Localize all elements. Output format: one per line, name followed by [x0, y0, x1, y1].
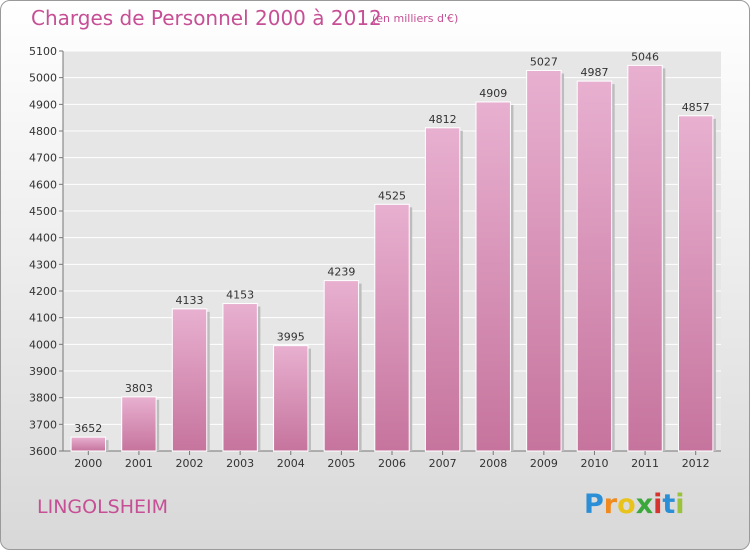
- bar: [424, 127, 461, 452]
- y-tick-label: 4200: [29, 285, 57, 298]
- logo-letter: o: [617, 489, 636, 520]
- x-tick-label: 2001: [125, 457, 153, 470]
- x-tick-label: 2002: [176, 457, 204, 470]
- bar: [576, 80, 613, 452]
- x-tick-label: 2007: [429, 457, 457, 470]
- data-label: 4812: [429, 113, 457, 126]
- bar: [273, 345, 309, 452]
- proxiti-logo: Proxiti: [584, 489, 685, 520]
- data-label: 4133: [176, 294, 204, 307]
- x-tick-label: 2006: [378, 457, 406, 470]
- data-label: 4153: [226, 289, 254, 302]
- y-tick-label: 5100: [29, 45, 57, 58]
- y-tick-label: 4700: [29, 152, 57, 165]
- logo-letter: r: [603, 489, 618, 520]
- data-label: 4909: [479, 87, 507, 100]
- bar: [222, 303, 258, 452]
- bar: [475, 101, 511, 452]
- bar: [323, 280, 360, 452]
- y-tick-label: 4100: [29, 312, 57, 325]
- y-tick-label: 4900: [29, 98, 57, 111]
- x-tick-label: 2012: [682, 457, 710, 470]
- y-tick-label: 4300: [29, 258, 57, 271]
- data-label: 4239: [327, 266, 355, 279]
- logo-letter: x: [635, 489, 654, 520]
- data-label: 3995: [277, 331, 305, 344]
- data-label: 4525: [378, 189, 406, 202]
- logo-letter: i: [675, 489, 685, 520]
- bar: [70, 436, 107, 452]
- data-label: 4987: [580, 66, 608, 79]
- x-tick-label: 2004: [277, 457, 305, 470]
- bar: [171, 308, 208, 452]
- y-tick-label: 3800: [29, 392, 57, 405]
- logo-letter: P: [584, 489, 604, 520]
- x-tick-label: 2009: [530, 457, 558, 470]
- y-tick-label: 4400: [29, 232, 57, 245]
- logo-letter: i: [653, 489, 663, 520]
- data-label: 4857: [682, 101, 710, 114]
- y-tick-label: 5000: [29, 72, 57, 85]
- x-tick-label: 2011: [631, 457, 659, 470]
- x-tick-label: 2010: [580, 457, 608, 470]
- y-tick-label: 4500: [29, 205, 57, 218]
- y-tick-label: 3600: [29, 445, 57, 458]
- y-tick-label: 3900: [29, 365, 57, 378]
- y-tick-label: 3700: [29, 418, 57, 431]
- bar: [627, 64, 663, 452]
- logo-letter: t: [662, 489, 676, 520]
- chart-title: Charges de Personnel 2000 à 2012: [31, 6, 382, 30]
- bar: [121, 396, 157, 452]
- chart-subtitle: (en milliers d'€): [372, 12, 459, 25]
- data-label: 5046: [631, 50, 659, 63]
- y-tick-label: 4800: [29, 125, 57, 138]
- x-tick-label: 2005: [327, 457, 355, 470]
- data-label: 5027: [530, 55, 558, 68]
- data-label: 3803: [125, 382, 153, 395]
- bar: [526, 69, 562, 452]
- bar: [677, 115, 714, 452]
- commune-name: LINGOLSHEIM: [37, 496, 169, 518]
- y-tick-label: 4600: [29, 178, 57, 191]
- bar: [374, 203, 410, 452]
- y-tick-label: 4000: [29, 338, 57, 351]
- x-tick-label: 2000: [74, 457, 102, 470]
- x-tick-label: 2008: [479, 457, 507, 470]
- x-tick-label: 2003: [226, 457, 254, 470]
- data-label: 3652: [74, 422, 102, 435]
